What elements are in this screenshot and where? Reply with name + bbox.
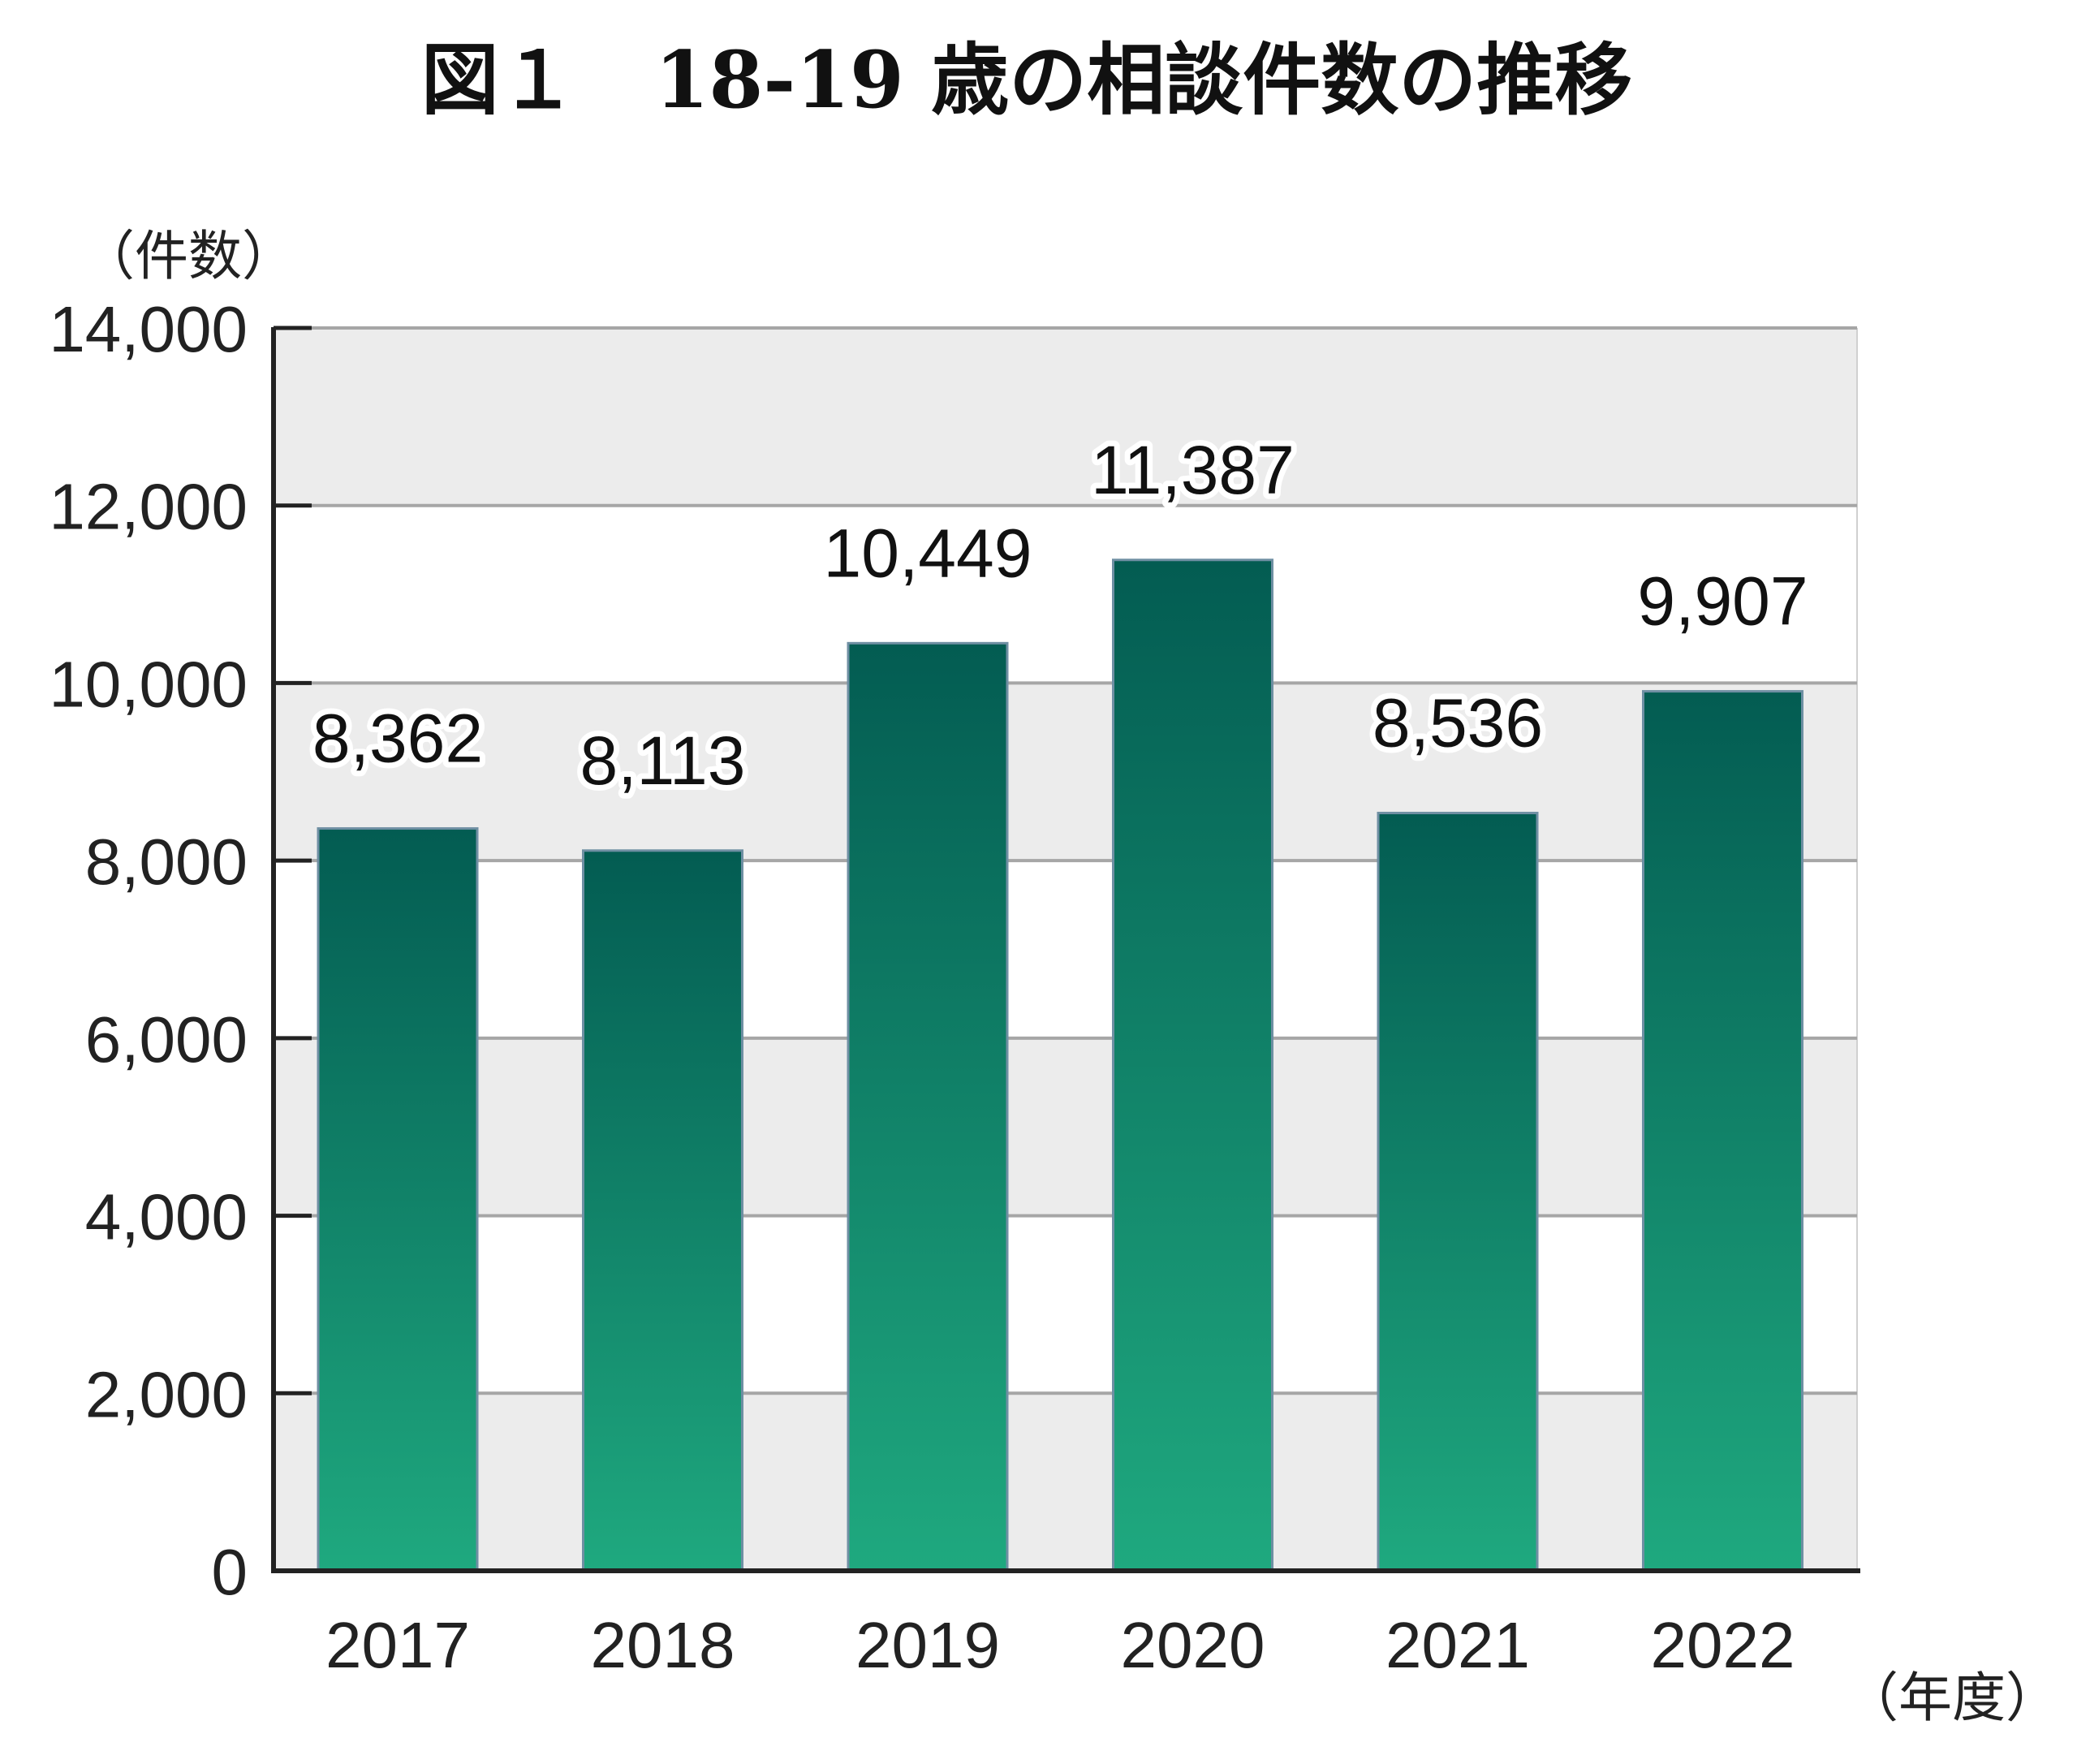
bar-2022 xyxy=(1642,690,1803,1572)
bar-2017 xyxy=(317,827,479,1572)
y-tick-label: 2,000 xyxy=(85,1358,248,1430)
bar-2020 xyxy=(1112,559,1273,1572)
value-label-2017: 8,362 xyxy=(312,701,483,777)
x-tick-label-2019: 2019 xyxy=(855,1609,1000,1681)
x-tick-label-2020: 2020 xyxy=(1121,1609,1265,1681)
value-label-2022: 9,907 xyxy=(1637,563,1808,640)
x-tick-label-2021: 2021 xyxy=(1385,1609,1530,1681)
plot-band xyxy=(276,683,1857,861)
plot-band xyxy=(276,505,1857,684)
value-label-2021: 8,536 xyxy=(1373,685,1543,761)
value-labels: 8,362 8,113 10,449 11,387 8,536 9,907 xyxy=(307,426,1814,804)
gridlines xyxy=(276,326,1857,1395)
bars xyxy=(317,559,1803,1572)
value-label-2019: 10,449 xyxy=(824,515,1032,591)
x-axis-unit: （年度） xyxy=(1845,1667,2059,1729)
plot-band xyxy=(276,860,1857,1038)
y-tick-label: 6,000 xyxy=(85,1003,248,1076)
x-tick-label-2022: 2022 xyxy=(1651,1609,1795,1681)
bar-2019 xyxy=(847,641,1009,1572)
plot-band xyxy=(276,1215,1857,1394)
y-axis-ticks: 0 2,000 4,000 6,000 8,000 10,000 12,000 14,000 xyxy=(49,293,312,1608)
value-label-2018: 8,113 xyxy=(580,722,746,799)
bar-2021 xyxy=(1377,812,1539,1572)
y-tick-label: 10,000 xyxy=(49,648,248,720)
value-label-2020: 11,387 xyxy=(1091,432,1295,508)
y-tick-label: 4,000 xyxy=(85,1181,248,1253)
plot-band xyxy=(276,328,1857,506)
plot-band xyxy=(276,1393,1857,1571)
y-tick-label: 14,000 xyxy=(49,293,248,365)
bar-2018 xyxy=(582,849,743,1572)
y-tick-label: 12,000 xyxy=(49,471,248,543)
y-axis-unit: （件数） xyxy=(81,225,295,287)
plot-background xyxy=(276,328,1858,1571)
y-tick-label: 8,000 xyxy=(85,826,248,898)
y-tick-label: 0 xyxy=(212,1536,248,1608)
plot-band xyxy=(276,1037,1857,1216)
x-axis-ticks: 2017 2018 2019 2020 2021 2022 xyxy=(325,1609,1795,1681)
chart-title: 図１ 18-19 歳の相談件数の推移 xyxy=(421,34,1632,126)
x-tick-label-2018: 2018 xyxy=(591,1609,735,1681)
x-tick-label-2017: 2017 xyxy=(325,1609,470,1681)
